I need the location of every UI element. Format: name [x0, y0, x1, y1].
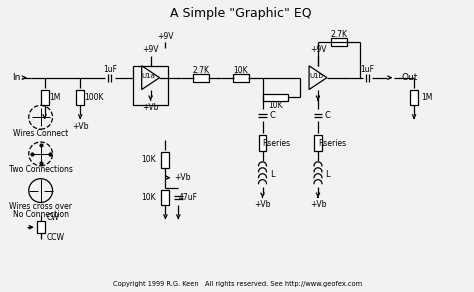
Text: +Vb: +Vb: [254, 200, 271, 209]
Text: C: C: [270, 111, 275, 120]
Text: Wires cross over: Wires cross over: [9, 202, 72, 211]
Text: C: C: [325, 111, 331, 120]
Text: 10K: 10K: [141, 155, 155, 164]
Text: L: L: [270, 170, 275, 179]
Bar: [263, 93, 288, 101]
Text: 1M: 1M: [49, 93, 60, 102]
Text: 2.7K: 2.7K: [330, 29, 347, 39]
Bar: [331, 38, 346, 46]
Text: In: In: [12, 73, 21, 82]
Text: 1M: 1M: [421, 93, 433, 102]
Bar: [76, 90, 84, 105]
Text: 10K: 10K: [233, 66, 248, 75]
Text: A Simple "Graphic" EQ: A Simple "Graphic" EQ: [170, 7, 311, 20]
Bar: [233, 74, 249, 82]
Bar: [162, 190, 169, 206]
Text: CCW: CCW: [46, 233, 64, 241]
Text: U1b: U1b: [309, 73, 323, 79]
Text: 2.7K: 2.7K: [192, 66, 210, 75]
Bar: [162, 152, 169, 168]
Text: CW: CW: [46, 213, 59, 222]
Text: No Connection: No Connection: [13, 210, 69, 219]
Bar: [410, 90, 418, 105]
Text: U1a: U1a: [142, 73, 155, 79]
Text: 1uF: 1uF: [361, 65, 374, 74]
Text: Copyright 1999 R.G. Keen   All rights reserved. See http://www.geofex.com: Copyright 1999 R.G. Keen All rights rese…: [113, 281, 362, 287]
Text: L: L: [326, 170, 330, 179]
Text: 100K: 100K: [84, 93, 104, 102]
Text: +9V: +9V: [310, 46, 326, 54]
Bar: [193, 74, 209, 82]
Bar: [314, 135, 322, 151]
Text: Wires Connect: Wires Connect: [13, 128, 68, 138]
Text: +9V: +9V: [142, 46, 159, 54]
Text: +Vb: +Vb: [174, 173, 191, 182]
Bar: [133, 66, 168, 105]
Text: 1uF: 1uF: [103, 65, 117, 74]
Text: +Vb: +Vb: [72, 122, 89, 131]
Text: +Vb: +Vb: [310, 200, 326, 209]
Text: Out: Out: [401, 73, 418, 82]
Text: 47uF: 47uF: [179, 193, 198, 202]
Bar: [258, 135, 266, 151]
Bar: [41, 90, 48, 105]
Text: +9V: +9V: [157, 32, 173, 41]
Text: Rseries: Rseries: [318, 138, 346, 147]
Text: Rseries: Rseries: [262, 138, 291, 147]
Bar: [36, 221, 45, 233]
Text: +Vb: +Vb: [142, 103, 159, 112]
Text: 10K: 10K: [141, 193, 155, 202]
Text: 10K: 10K: [268, 101, 283, 110]
Text: Two Connections: Two Connections: [9, 165, 73, 174]
